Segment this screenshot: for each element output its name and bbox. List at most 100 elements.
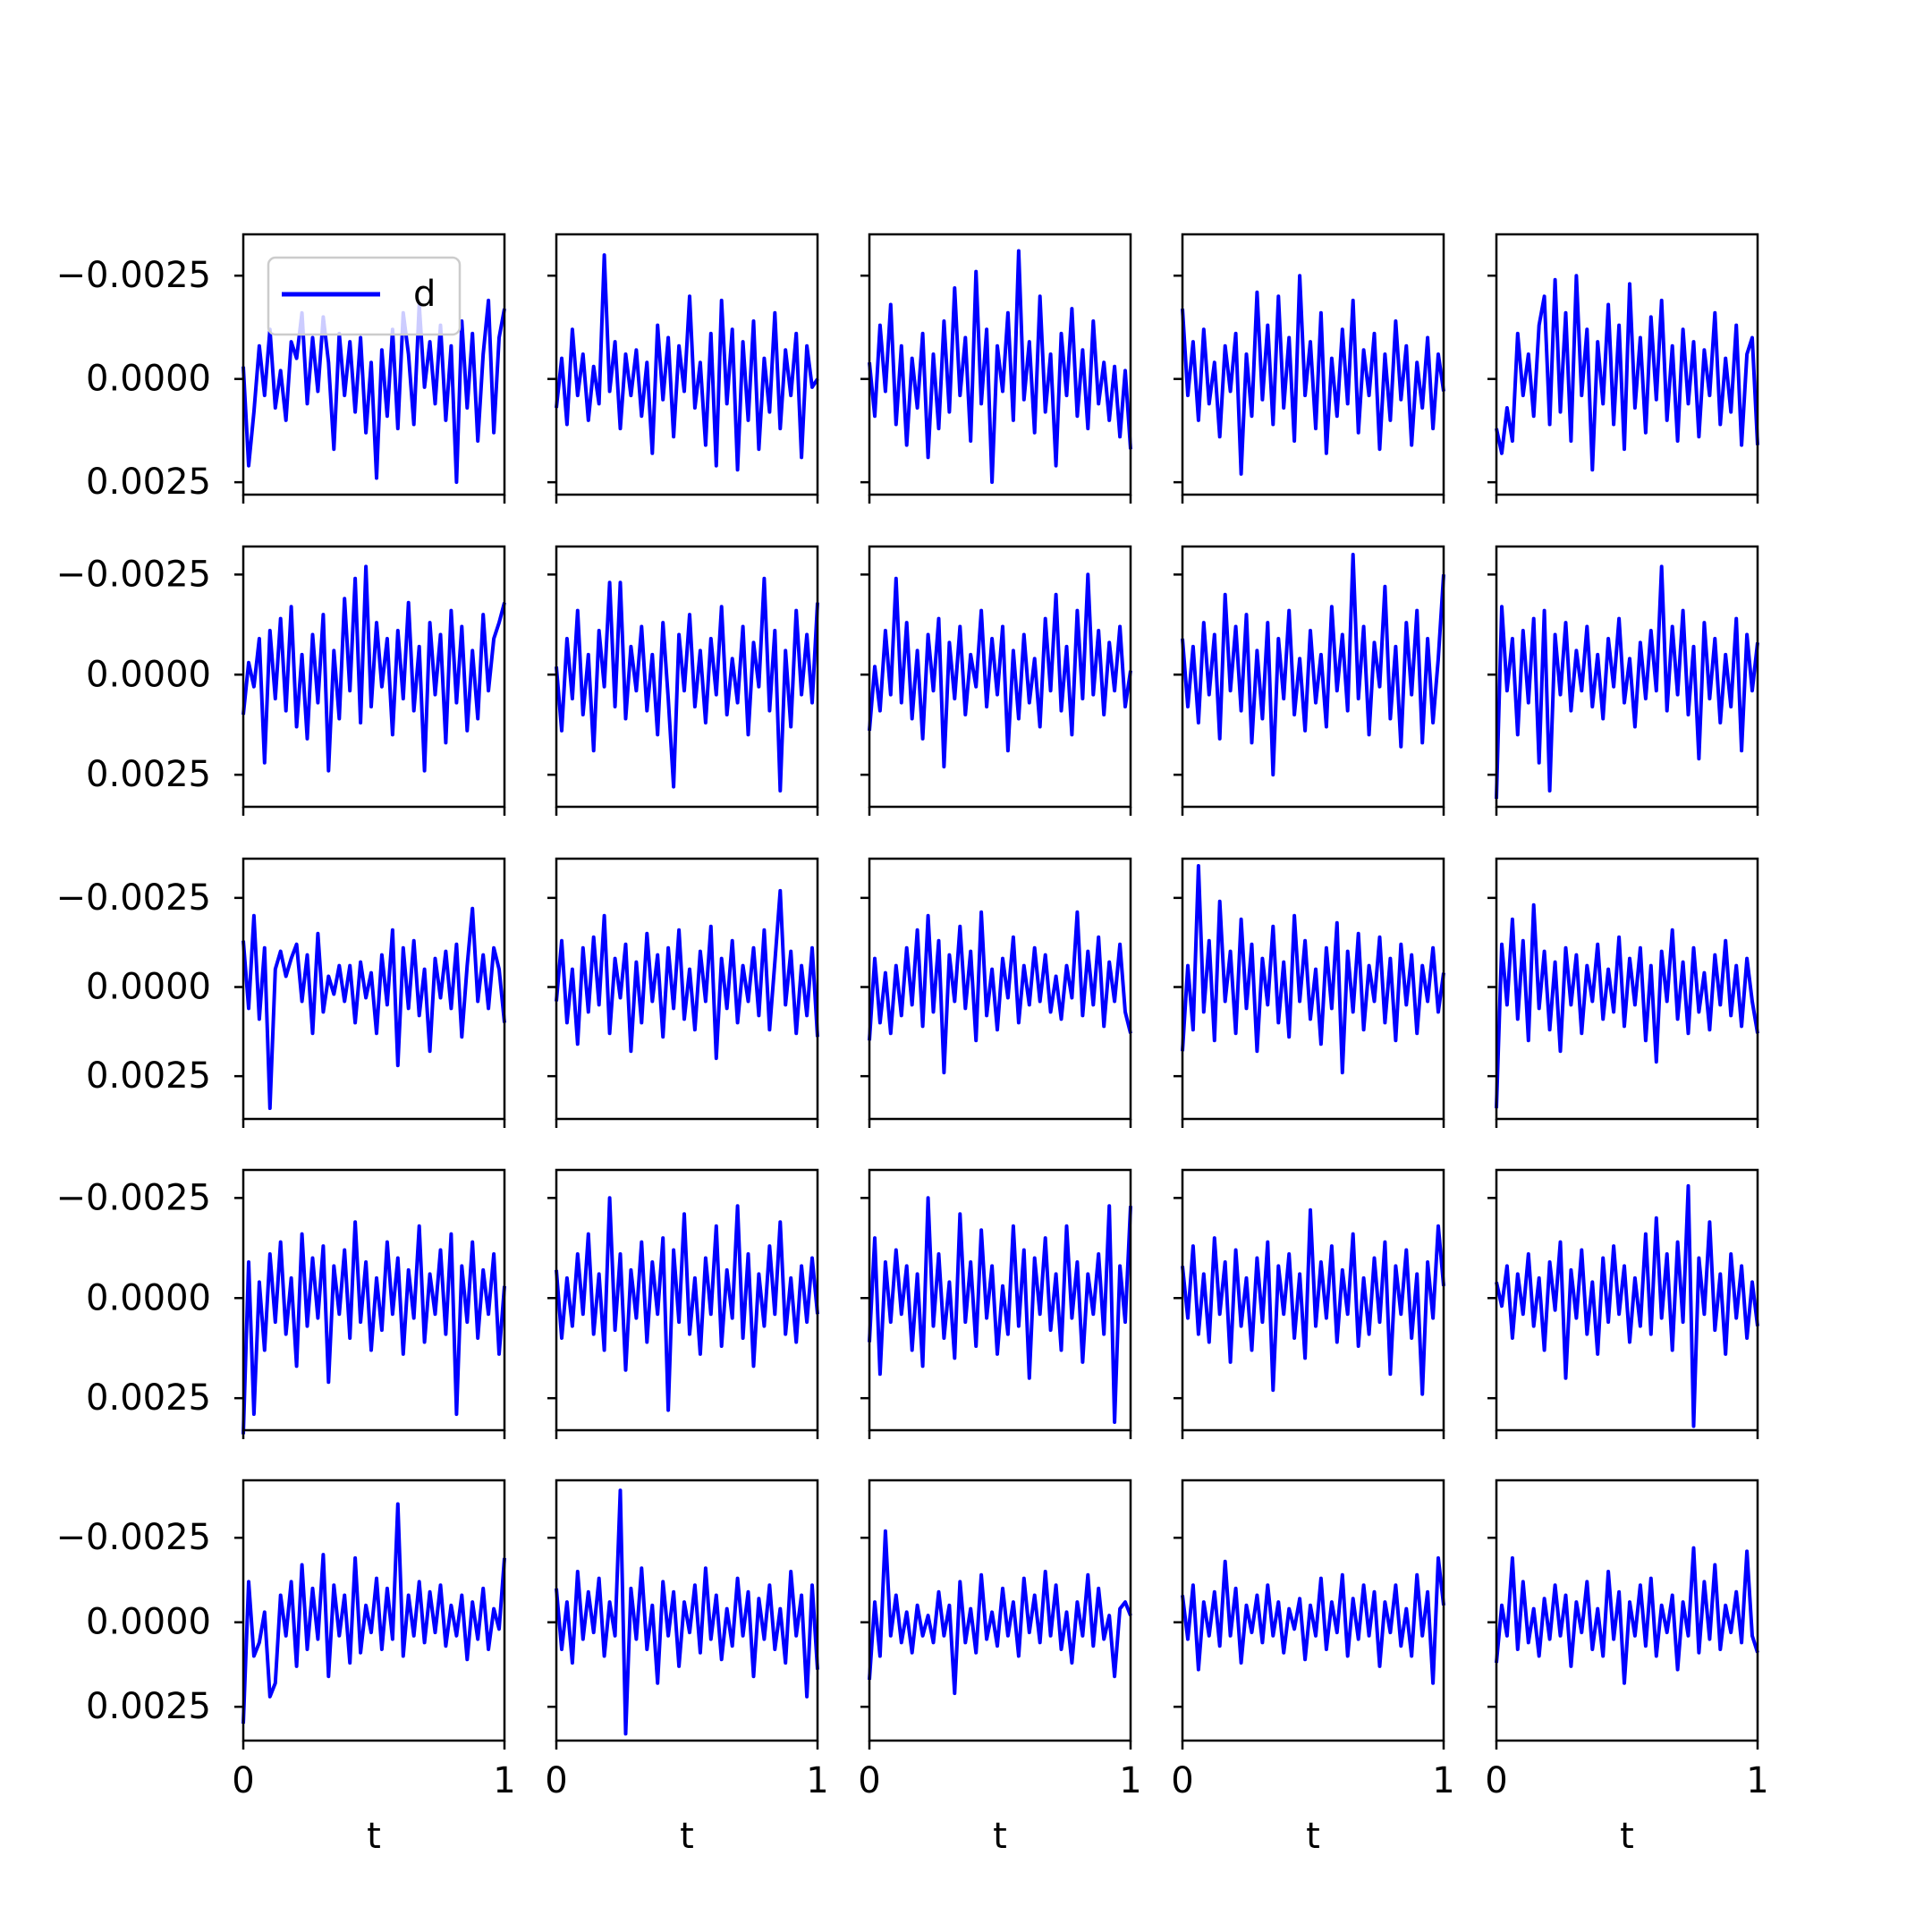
x-tick-label: 1 xyxy=(1746,1760,1768,1801)
series-line-d xyxy=(242,564,506,773)
axes-frame xyxy=(1495,1168,1759,1432)
panel-r4-c2 xyxy=(547,1168,819,1439)
y-tick-label: −0.0025 xyxy=(56,1517,211,1558)
series-line-d xyxy=(242,1220,506,1435)
x-tick-label: 0 xyxy=(545,1760,567,1801)
series-line-d xyxy=(1181,1208,1445,1396)
series-line-d xyxy=(555,888,819,1061)
axes-frame xyxy=(1495,1479,1759,1742)
axes-frame xyxy=(868,1479,1132,1742)
y-tick-label: 0.0025 xyxy=(86,1055,211,1097)
series-line-d xyxy=(1495,1183,1759,1428)
axes-frame xyxy=(868,545,1132,809)
y-tick-label: 0.0000 xyxy=(86,654,211,695)
axes-frame xyxy=(1495,233,1759,496)
axes-frame xyxy=(1181,1479,1445,1742)
y-tick-label: 0.0000 xyxy=(86,1602,211,1643)
series-line-d xyxy=(868,1196,1132,1424)
panel-r5-c5: 0 1 t xyxy=(1485,1479,1769,1857)
panel-r3-c3 xyxy=(860,857,1132,1128)
panel-r4-c4 xyxy=(1174,1168,1445,1439)
y-tick-label: 0.0000 xyxy=(86,967,211,1008)
panel-r3-c1: 0.0025 0.0000 −0.0025 xyxy=(56,857,506,1128)
axes-frame xyxy=(1495,857,1759,1121)
panel-r4-c5 xyxy=(1487,1168,1759,1439)
series-line-d xyxy=(1181,274,1445,476)
series-line-d xyxy=(555,253,819,472)
x-tick-label: 0 xyxy=(858,1760,880,1801)
panel-r4-c3 xyxy=(860,1168,1132,1439)
legend: d xyxy=(267,256,462,336)
x-axis-label: t xyxy=(993,1816,1007,1857)
axes-frame xyxy=(555,1479,819,1742)
axes-frame xyxy=(1181,233,1445,496)
y-tick-label: 0.0025 xyxy=(86,462,211,503)
series-line-d xyxy=(555,576,819,793)
x-axis-label: t xyxy=(1306,1816,1320,1857)
axes-frame xyxy=(1181,1168,1445,1432)
axes-frame xyxy=(1181,545,1445,809)
x-tick-label: 0 xyxy=(232,1760,254,1801)
legend-label: d xyxy=(413,274,436,315)
panel-r2-c5 xyxy=(1487,545,1759,816)
series-line-d xyxy=(1495,1546,1759,1685)
y-tick-label: 0.0025 xyxy=(86,1686,211,1727)
panel-r2-c2 xyxy=(547,545,819,816)
panel-r5-c1: 0.0025 0.0000 −0.0025 0 1 t xyxy=(56,1479,516,1857)
panel-r5-c4: 0 1 t xyxy=(1171,1479,1455,1857)
y-tick-label: 0.0000 xyxy=(86,1277,211,1318)
series-line-d xyxy=(868,910,1132,1075)
series-line-d xyxy=(1495,902,1759,1109)
panel-r1-c2 xyxy=(547,233,819,504)
panel-r1-c3 xyxy=(860,233,1132,504)
x-axis-label: t xyxy=(367,1816,381,1857)
panel-r3-c5 xyxy=(1487,857,1759,1128)
x-tick-label: 0 xyxy=(1485,1760,1507,1801)
panel-r1-c4 xyxy=(1174,233,1445,504)
y-tick-label: 0.0025 xyxy=(86,754,211,795)
x-axis-label: t xyxy=(1620,1816,1634,1857)
series-line-d xyxy=(1495,274,1759,472)
axes-frame xyxy=(1181,857,1445,1121)
series-line-d xyxy=(868,572,1132,769)
panel-r3-c2 xyxy=(547,857,819,1128)
panel-r2-c4 xyxy=(1174,545,1445,816)
y-tick-label: 0.0025 xyxy=(86,1377,211,1419)
series-line-d xyxy=(868,249,1132,485)
panel-r2-c1: 0.0025 0.0000 −0.0025 xyxy=(56,545,506,816)
axes-frame xyxy=(868,233,1132,496)
small-multiples-grid: 0.00250.0000−0.00250.00250.0000−0.00250.… xyxy=(56,233,1769,1857)
x-tick-label: 1 xyxy=(806,1760,828,1801)
x-tick-label: 1 xyxy=(493,1760,515,1801)
panel-r1-c5 xyxy=(1487,233,1759,504)
series-line-d xyxy=(242,1502,506,1724)
axes-frame xyxy=(555,545,819,809)
y-tick-label: −0.0025 xyxy=(56,255,211,296)
panel-r1-c1: 0.0025 0.0000 −0.0025 xyxy=(56,233,506,504)
y-tick-label: −0.0025 xyxy=(56,1177,211,1218)
axes-frame xyxy=(242,1168,506,1432)
series-line-d xyxy=(1181,864,1445,1075)
series-line-d xyxy=(242,906,506,1110)
x-tick-label: 1 xyxy=(1119,1760,1141,1801)
x-tick-label: 1 xyxy=(1432,1760,1454,1801)
x-axis-label: t xyxy=(680,1816,694,1857)
axes-frame xyxy=(555,233,819,496)
y-tick-label: 0.0000 xyxy=(86,359,211,400)
x-tick-label: 0 xyxy=(1171,1760,1193,1801)
series-line-d xyxy=(555,1196,819,1412)
axes-frame xyxy=(242,545,506,809)
axes-frame xyxy=(555,857,819,1121)
series-line-d xyxy=(1181,553,1445,777)
panel-r2-c3 xyxy=(860,545,1132,816)
axes-frame xyxy=(242,233,506,496)
panel-r5-c3: 0 1 t xyxy=(858,1479,1142,1857)
series-line-d xyxy=(555,1488,819,1736)
axes-frame xyxy=(242,857,506,1121)
series-line-d xyxy=(1181,1555,1445,1685)
panel-r3-c4 xyxy=(1174,857,1445,1128)
axes-frame xyxy=(242,1479,506,1742)
axes-frame xyxy=(1495,545,1759,809)
y-tick-label: −0.0025 xyxy=(56,877,211,919)
